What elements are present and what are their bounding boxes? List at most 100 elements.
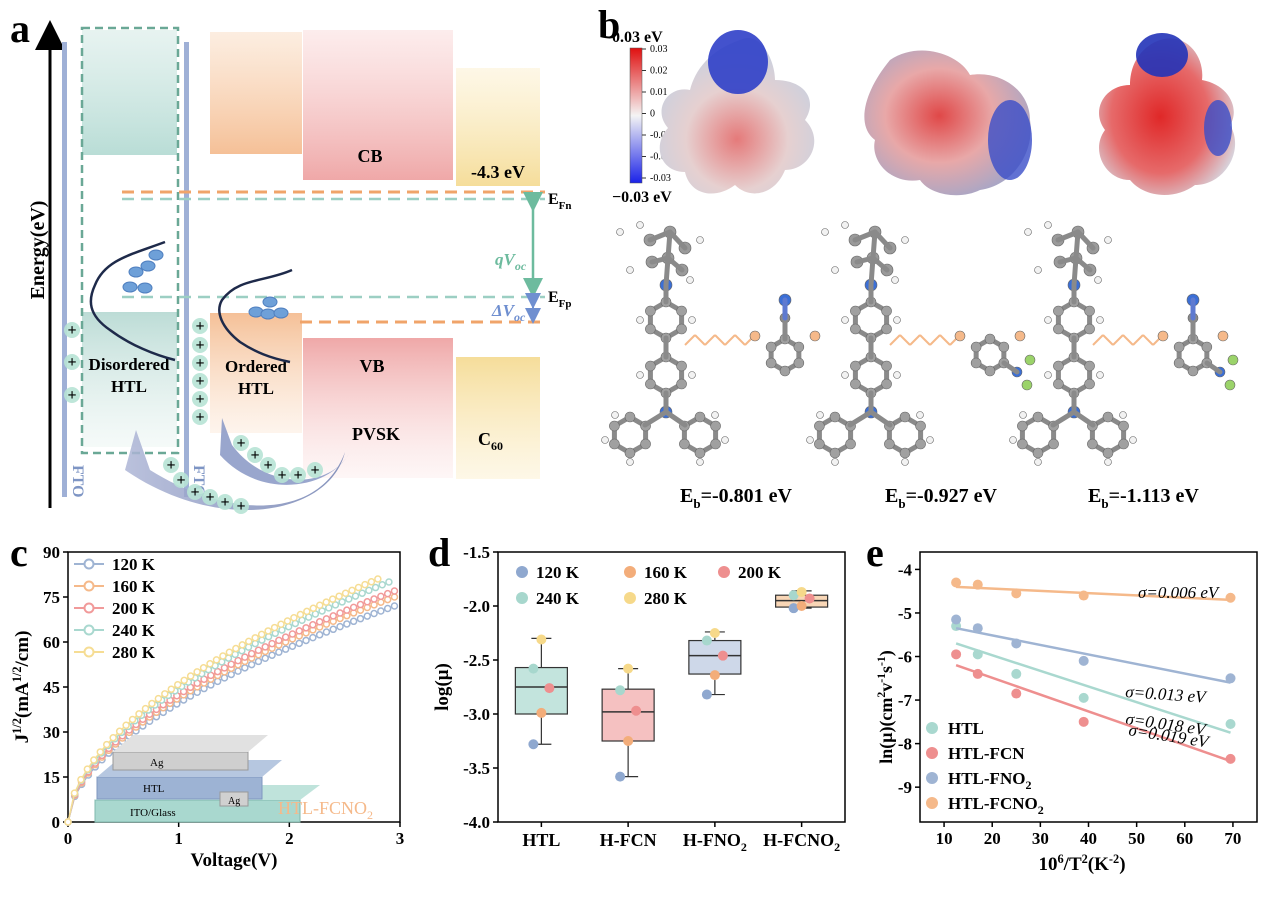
hole-plus: + — [176, 472, 185, 489]
series-point — [288, 630, 297, 638]
atom — [793, 341, 805, 353]
interaction-line — [1132, 334, 1144, 346]
atom — [1119, 411, 1127, 419]
series-point — [257, 630, 266, 639]
legend-marker — [926, 797, 938, 809]
atom — [676, 378, 687, 390]
series-point — [141, 704, 150, 713]
hole-circle — [233, 435, 249, 451]
atom — [721, 436, 729, 444]
series-point — [370, 595, 378, 603]
atom — [694, 447, 706, 459]
binding-energy-1: Eb=-0.801 eV — [680, 485, 793, 511]
atom — [998, 341, 1010, 353]
legend-label: HTL — [948, 719, 984, 738]
atom — [1104, 458, 1112, 466]
atom — [779, 365, 791, 377]
atom — [624, 447, 636, 459]
series-point — [356, 614, 365, 623]
data-point — [544, 683, 555, 694]
series-point — [341, 589, 350, 598]
molecule-structure-1 — [601, 221, 821, 466]
series-point — [343, 620, 351, 628]
hole-plus: + — [195, 318, 204, 335]
y-tick-label: 75 — [43, 588, 60, 607]
x-tick-label: 20 — [984, 829, 1001, 848]
scale-tick-label: 0.01 — [650, 87, 668, 98]
data-point — [1011, 668, 1022, 679]
panel-c: c 0 15 30 45 60 75 90 0 1 2 3 Voltage(V) J1/2(mA1/2/… — [0, 530, 420, 901]
atom — [694, 411, 706, 423]
series-point — [245, 637, 253, 646]
series-point — [227, 670, 235, 679]
series-point — [383, 589, 392, 598]
x-tick-label: 50 — [1128, 829, 1145, 848]
series-point — [128, 715, 137, 724]
scale-bottom-label: −0.03 eV — [612, 189, 672, 206]
hole-circle — [192, 318, 208, 334]
esp-molecule-2 — [864, 50, 1031, 196]
atom — [891, 276, 899, 284]
legend-label: HTL-FCNO2 — [948, 794, 1044, 817]
data-point — [528, 739, 539, 750]
series-point — [281, 645, 290, 653]
series-point — [241, 653, 249, 661]
atom — [845, 438, 856, 450]
box — [601, 688, 655, 742]
y-tick-label: -2.0 — [463, 597, 490, 616]
series-point — [295, 639, 303, 648]
series-point — [115, 727, 124, 736]
atom — [850, 305, 861, 317]
ordered-htl-lumo — [210, 32, 302, 154]
box-1 — [601, 663, 655, 782]
device-ito: ITO/Glass — [130, 807, 176, 819]
hole-plus: + — [67, 387, 76, 404]
data-point — [536, 707, 547, 718]
atom — [814, 438, 825, 450]
legend-marker — [83, 646, 95, 658]
box — [688, 639, 742, 675]
panel-b-label: b — [598, 2, 620, 47]
series-point — [96, 748, 105, 756]
atom — [806, 436, 814, 444]
data-point — [536, 634, 547, 645]
y-tick-label: -3.5 — [463, 759, 490, 778]
bond — [1050, 409, 1077, 428]
x-axis-label: Voltage(V) — [191, 850, 278, 871]
x-tick-label: 0 — [64, 829, 73, 848]
sigma-label: σ=0.006 eV — [1138, 583, 1221, 602]
series-point — [351, 592, 360, 600]
y-tick-label: -6 — [898, 648, 912, 667]
atom — [645, 323, 656, 335]
panel-d-label: d — [428, 530, 450, 575]
series-point — [154, 694, 163, 703]
y-tick-label: 30 — [43, 723, 60, 742]
hole-circle — [187, 484, 203, 500]
atom — [893, 371, 901, 379]
hole-plus: + — [263, 457, 272, 474]
series-point — [270, 623, 279, 632]
long-transfer-arrow — [125, 430, 345, 511]
legend-marker — [83, 602, 95, 614]
box-2 — [688, 628, 742, 700]
box-0 — [514, 634, 568, 750]
interaction-line — [919, 334, 931, 346]
fto-bar-left — [62, 42, 67, 497]
legend-label: 120 K — [536, 563, 580, 582]
atom — [841, 371, 849, 379]
atom — [1201, 341, 1213, 353]
interaction-line — [929, 334, 941, 346]
esp-blue-region-3b — [1204, 100, 1232, 156]
legend-label: 160 K — [112, 577, 156, 596]
panel-d-plot: -4.0 -3.5 -3.0 -2.5 -2.0 -1.5 log(μ) HTL H-FCN H-… — [432, 543, 846, 854]
data-point — [631, 705, 642, 716]
atom — [881, 378, 892, 390]
series-point — [370, 609, 378, 618]
legend-marker — [624, 566, 636, 578]
legend-label: 200 K — [112, 599, 156, 618]
atom — [809, 330, 821, 342]
series-point — [309, 621, 317, 629]
series-point — [365, 586, 373, 595]
atom — [1173, 357, 1185, 369]
atom — [841, 221, 849, 229]
